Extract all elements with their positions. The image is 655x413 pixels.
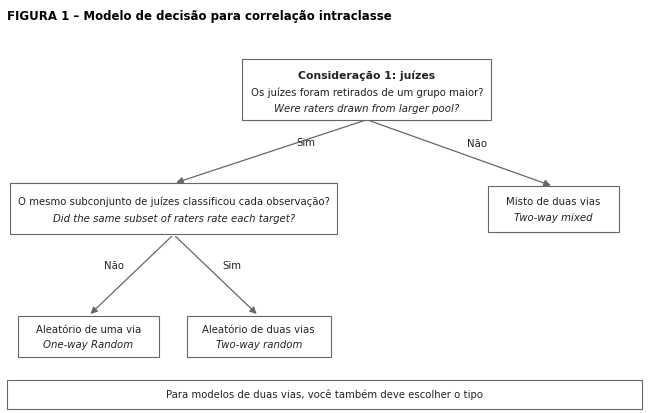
Text: FIGURA 1 – Modelo de decisão para correlação intraclasse: FIGURA 1 – Modelo de decisão para correl… (7, 10, 391, 23)
Bar (187, 316, 331, 357)
Text: Sim: Sim (296, 138, 316, 148)
Text: Consideração 1: juízes: Consideração 1: juízes (298, 71, 436, 81)
Bar (242, 59, 491, 120)
Bar (7, 380, 642, 409)
Bar (18, 316, 159, 357)
Text: Aleatório de duas vias: Aleatório de duas vias (202, 325, 315, 335)
Text: One-way Random: One-way Random (43, 340, 134, 350)
Text: Were raters drawn from larger pool?: Were raters drawn from larger pool? (274, 104, 459, 114)
Text: Os juízes foram retirados de um grupo maior?: Os juízes foram retirados de um grupo ma… (251, 87, 483, 97)
Text: Did the same subset of raters rate each target?: Did the same subset of raters rate each … (52, 214, 295, 224)
Text: Two-way random: Two-way random (215, 340, 302, 350)
Bar (10, 183, 337, 235)
Text: Não: Não (104, 261, 124, 271)
Text: Para modelos de duas vias, você também deve escolher o tipo: Para modelos de duas vias, você também d… (166, 389, 483, 400)
Text: O mesmo subconjunto de juízes classificou cada observação?: O mesmo subconjunto de juízes classifico… (18, 196, 329, 206)
Text: Não: Não (466, 139, 487, 149)
Bar (488, 186, 619, 232)
Text: Sim: Sim (223, 261, 242, 271)
Text: Two-way mixed: Two-way mixed (514, 213, 593, 223)
Text: Aleatório de uma via: Aleatório de uma via (36, 325, 141, 335)
Text: Misto de duas vias: Misto de duas vias (506, 197, 601, 207)
